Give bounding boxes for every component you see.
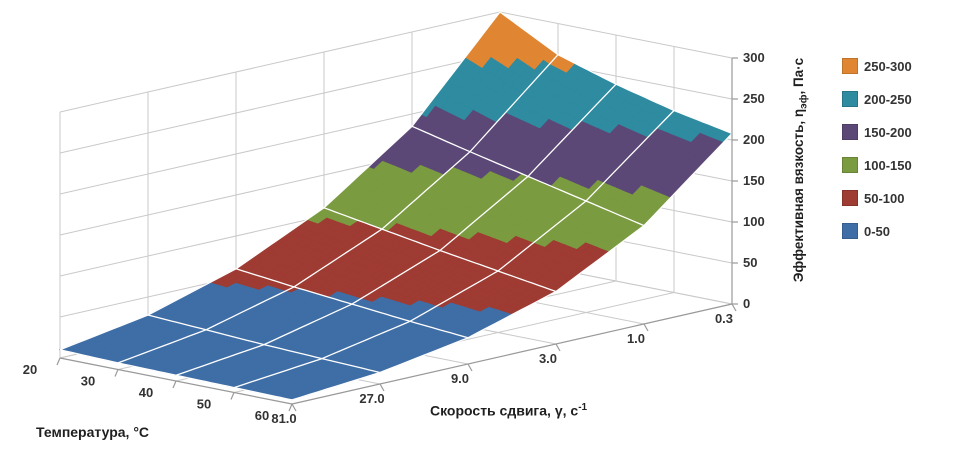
x-tick-label: 50 <box>197 397 211 412</box>
z-tick-label: 300 <box>743 50 765 65</box>
y-axis-title-text: Скорость сдвига, γ, с <box>430 402 579 419</box>
y-tick-label: 0.3 <box>715 311 733 326</box>
z-tick-label: 50 <box>743 255 757 270</box>
legend: 250-300 200-250 150-200 100-150 50-100 0-50 <box>842 58 912 239</box>
legend-item: 200-250 <box>842 91 912 107</box>
legend-swatch <box>842 223 858 239</box>
legend-item: 250-300 <box>842 58 912 74</box>
legend-item: 0-50 <box>842 223 912 239</box>
y-tick-label: 9.0 <box>451 371 469 386</box>
legend-swatch <box>842 157 858 173</box>
z-axis-title-pre: Эффективная вязкость, η <box>791 108 806 283</box>
z-tick-label: 200 <box>743 132 765 147</box>
x-tick-label: 60 <box>255 408 269 423</box>
y-tick-label: 27.0 <box>359 391 384 406</box>
z-axis-title-post: , Па·с <box>791 57 806 95</box>
legend-label: 150-200 <box>864 124 912 140</box>
z-tick-label: 100 <box>743 214 765 229</box>
z-tick-label: 250 <box>743 91 765 106</box>
legend-label: 200-250 <box>864 91 912 107</box>
x-tick-label: 30 <box>81 374 95 389</box>
z-axis-title: Эффективная вязкость, ηэф, Па·с <box>791 5 810 335</box>
y-tick-label: 81.0 <box>271 411 296 426</box>
legend-swatch <box>842 91 858 107</box>
legend-label: 250-300 <box>864 58 912 74</box>
legend-label: 100-150 <box>864 157 912 173</box>
legend-swatch <box>842 58 858 74</box>
x-axis-title: Температура, °С <box>36 424 150 440</box>
y-axis-title-sup: -1 <box>578 402 588 413</box>
y-tick-label: 1.0 <box>627 331 645 346</box>
legend-swatch <box>842 124 858 140</box>
x-tick-label: 20 <box>23 362 37 377</box>
legend-item: 50-100 <box>842 190 912 206</box>
legend-item: 150-200 <box>842 124 912 140</box>
z-tick-label: 150 <box>743 173 765 188</box>
y-axis-title: Скорость сдвига, γ, с-1 <box>430 402 587 419</box>
x-tick-label: 40 <box>139 385 153 400</box>
legend-label: 0-50 <box>864 223 891 239</box>
legend-swatch <box>842 190 858 206</box>
legend-label: 50-100 <box>864 190 905 206</box>
z-axis-title-sub: эф <box>798 94 810 109</box>
legend-item: 100-150 <box>842 157 912 173</box>
z-tick-label: 0 <box>743 296 750 311</box>
y-tick-label: 3.0 <box>539 351 557 366</box>
